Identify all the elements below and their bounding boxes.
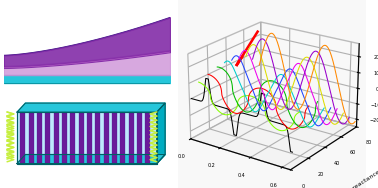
Bar	[87, 113, 92, 163]
Y-axis label: Capacitive reactance (MΩ): Capacitive reactance (MΩ)	[322, 160, 378, 188]
Bar	[45, 113, 50, 163]
Polygon shape	[157, 103, 165, 164]
Polygon shape	[17, 112, 157, 164]
Bar	[145, 113, 150, 163]
Bar	[70, 113, 75, 163]
Bar	[112, 113, 117, 163]
Polygon shape	[17, 103, 165, 112]
Bar	[129, 113, 133, 163]
Polygon shape	[17, 155, 165, 164]
Bar	[137, 113, 142, 163]
Bar	[62, 113, 67, 163]
Bar	[29, 113, 34, 163]
Bar	[79, 113, 84, 163]
Bar	[20, 113, 25, 163]
Bar	[120, 113, 125, 163]
Bar	[54, 113, 59, 163]
Bar	[95, 113, 100, 163]
Bar	[37, 113, 42, 163]
Bar	[104, 113, 108, 163]
